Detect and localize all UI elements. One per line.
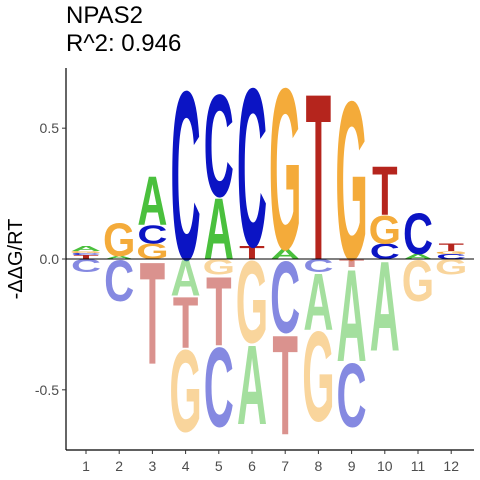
title-line1: NPAS2 — [66, 2, 143, 29]
positive-glyph-A: A — [403, 253, 433, 261]
x-tick-label: 1 — [82, 458, 90, 474]
negative-glyph-T: T — [272, 307, 297, 466]
negative-glyph-C: C — [104, 248, 134, 314]
positive-glyph-T: T — [306, 46, 331, 311]
x-tick-label: 10 — [377, 458, 393, 474]
positive-glyph-C: C — [71, 253, 101, 256]
x-tick-label: 5 — [215, 458, 223, 474]
negative-glyph-A: A — [237, 323, 267, 449]
negative-glyph-T: T — [140, 232, 165, 395]
negative-glyph-C: C — [204, 326, 234, 452]
negative-glyph-T: T — [173, 282, 198, 364]
positive-glyph-T: T — [73, 254, 98, 260]
positive-glyph-G: G — [435, 251, 467, 255]
negative-glyph-C: C — [303, 256, 333, 276]
positive-glyph-C: C — [171, 40, 201, 310]
positive-glyph-G: G — [70, 250, 102, 253]
y-tick-label: 0.0 — [40, 251, 60, 267]
x-tick-label: 6 — [248, 458, 256, 474]
negative-glyph-T: T — [339, 257, 365, 269]
x-tick-label: 3 — [149, 458, 157, 474]
positive-glyph-A: A — [104, 255, 134, 260]
x-tick-label: 2 — [115, 458, 123, 474]
x-tick-label: 4 — [182, 458, 190, 474]
negative-glyph-C: C — [270, 239, 300, 354]
positive-glyph-G: G — [335, 55, 367, 308]
negative-glyph-C: C — [337, 345, 367, 447]
positive-glyph-C: C — [137, 221, 167, 249]
negative-glyph-G: G — [203, 256, 235, 280]
y-ticks: -0.5 0.0 0.5 — [35, 120, 66, 398]
x-tick-label: 8 — [315, 458, 323, 474]
positive-glyph-G: G — [103, 214, 135, 266]
negative-glyph-A: A — [337, 242, 367, 389]
negative-glyph-T: T — [206, 257, 231, 368]
negative-glyph-G: G — [402, 248, 434, 314]
x-tick-label: 12 — [443, 458, 459, 474]
positive-glyph-C: C — [403, 201, 433, 267]
positive-glyph-C: C — [370, 240, 400, 264]
x-tick-label: 9 — [348, 458, 356, 474]
positive-glyph-T: T — [239, 243, 265, 263]
positive-glyph-G: G — [269, 41, 301, 298]
title-line2: R^2: 0.946 — [66, 30, 182, 57]
positive-glyph-A: A — [270, 246, 300, 262]
chart-title: NPAS2 R^2: 0.946 — [66, 2, 181, 58]
y-tick-label: -0.5 — [35, 382, 59, 398]
positive-glyph-T: T — [372, 153, 397, 231]
x-tick-label: 7 — [281, 458, 289, 474]
negative-glyph-G: G — [435, 256, 467, 280]
positive-glyph-G: G — [136, 240, 168, 264]
positive-glyph-T: T — [438, 241, 464, 253]
positive-glyph-A: A — [204, 180, 234, 278]
positive-glyph-A: A — [137, 163, 167, 241]
negative-glyph-G: G — [302, 307, 334, 450]
y-axis-title: -ΔΔG/RT — [5, 219, 27, 300]
positive-glyph-C: C — [204, 64, 234, 227]
positive-glyph-C: C — [436, 253, 466, 261]
negative-glyph-A: A — [370, 236, 400, 379]
y-tick-label: 0.5 — [40, 120, 60, 136]
positive-glyph-C: C — [237, 41, 267, 294]
positive-glyph-A: A — [71, 245, 101, 253]
x-tick-label: 11 — [411, 458, 426, 474]
negative-glyph-A: A — [303, 257, 333, 347]
x-ticks: 1 2 3 4 5 6 7 8 9 10 11 12 — [82, 450, 459, 474]
negative-glyph-G: G — [169, 326, 201, 457]
negative-glyph-C: C — [71, 256, 101, 276]
positive-glyph-G: G — [369, 207, 401, 252]
